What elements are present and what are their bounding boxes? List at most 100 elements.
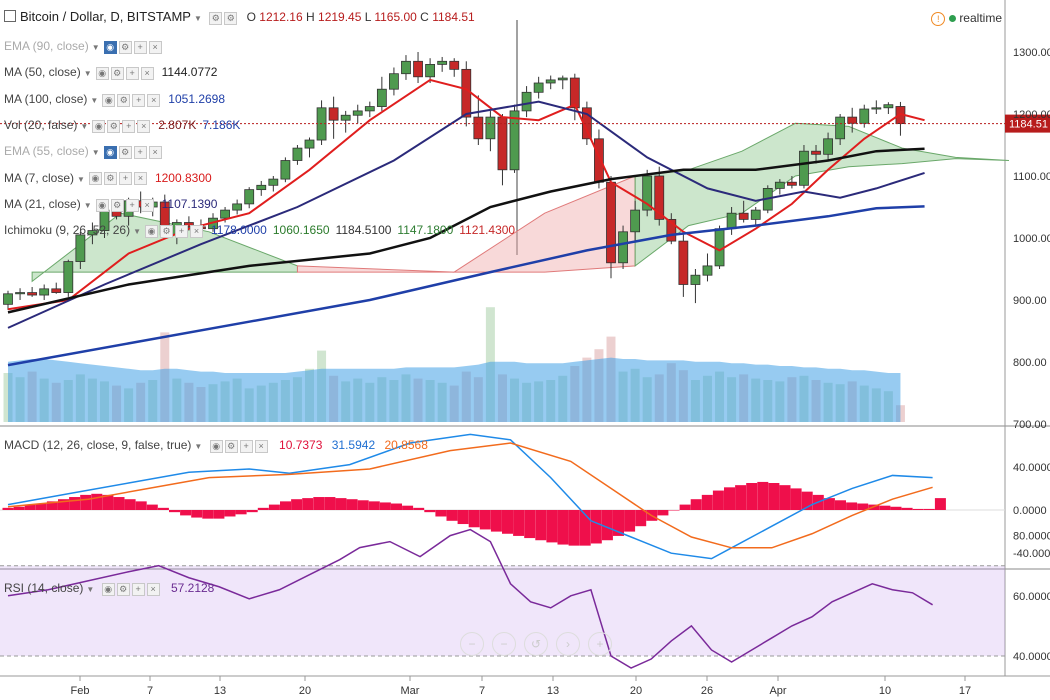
chevron-down-icon[interactable]: ▼ bbox=[193, 14, 202, 23]
close-icon[interactable]: × bbox=[140, 67, 154, 81]
indicator-row[interactable]: MA (100, close) ▼ ◉ ⚙ + × 1051.2698 bbox=[4, 92, 225, 108]
indicator-row[interactable]: Ichimoku (9, 26, 52, 26) ▼ ◉ ⚙ + × 1178.0000 10… bbox=[4, 223, 515, 239]
collapse-icon[interactable] bbox=[4, 10, 16, 22]
candle-body bbox=[485, 116, 496, 140]
chevron-down-icon[interactable]: ▼ bbox=[80, 121, 89, 131]
settings-icon[interactable]: ⚙ bbox=[160, 225, 173, 239]
close-icon[interactable]: × bbox=[137, 119, 151, 133]
warning-icon[interactable]: ! bbox=[931, 12, 946, 26]
chevron-down-icon[interactable]: ▼ bbox=[83, 69, 92, 79]
eye-icon[interactable]: ◉ bbox=[103, 146, 117, 160]
settings-icon[interactable]: ⚙ bbox=[110, 198, 124, 212]
rsi-tick-label: 80.0000 bbox=[1013, 531, 1050, 543]
indicator-row[interactable]: MA (7, close) ▼ ◉ ⚙ + × 1200.8300 bbox=[4, 171, 212, 187]
candle-body bbox=[654, 175, 665, 220]
add-icon[interactable]: + bbox=[131, 582, 145, 596]
add-icon[interactable]: + bbox=[118, 172, 132, 186]
close-icon[interactable]: × bbox=[140, 198, 154, 212]
settings-icon[interactable]: ⚙ bbox=[224, 439, 238, 453]
macd-histogram-bar bbox=[235, 510, 247, 515]
macd-histogram-bar bbox=[579, 510, 591, 546]
ma-line bbox=[7, 100, 925, 329]
chevron-down-icon[interactable]: ▼ bbox=[194, 442, 203, 451]
settings-icon[interactable]: ⚙ bbox=[118, 146, 132, 160]
add-icon[interactable]: + bbox=[239, 439, 253, 453]
chevron-down-icon[interactable]: ▼ bbox=[83, 200, 92, 210]
high-value: 1219.45 bbox=[318, 10, 362, 24]
add-icon[interactable]: + bbox=[125, 198, 139, 212]
volume-ma-area bbox=[8, 357, 901, 422]
chevron-down-icon[interactable]: ▼ bbox=[91, 43, 100, 52]
eye-icon[interactable]: ◉ bbox=[145, 225, 158, 239]
gear-icon[interactable]: ⚙ bbox=[224, 11, 238, 25]
candle-body bbox=[738, 212, 749, 220]
indicator-row[interactable]: MA (21, close) ▼ ◉ ⚙ + × 1107.1390 bbox=[4, 197, 217, 213]
chart-navigation: − − ↺ › + bbox=[460, 632, 620, 656]
macd-histogram-bar bbox=[69, 497, 81, 510]
indicator-row[interactable]: EMA (90, close) ▼ ◉ ⚙ + × bbox=[4, 39, 164, 55]
chevron-down-icon[interactable]: ▼ bbox=[77, 174, 85, 184]
close-icon[interactable]: × bbox=[148, 40, 162, 54]
macd-histogram-bar bbox=[934, 498, 946, 510]
add-icon[interactable]: + bbox=[122, 119, 136, 133]
settings-icon[interactable]: ⚙ bbox=[110, 67, 124, 81]
eye-icon[interactable]: ◉ bbox=[101, 582, 115, 596]
eye-icon[interactable]: ◉ bbox=[95, 198, 109, 212]
eye-icon[interactable]: ◉ bbox=[95, 67, 109, 81]
settings-icon[interactable]: ⚙ bbox=[117, 93, 131, 107]
close-icon[interactable]: × bbox=[147, 93, 161, 107]
price-tick-label: 1300.00 bbox=[1013, 47, 1050, 59]
settings-icon[interactable]: ⚙ bbox=[107, 119, 121, 133]
indicator-buttons: ◉ ⚙ + × bbox=[102, 92, 162, 107]
candle-body bbox=[594, 138, 604, 183]
zoom-out-icon[interactable]: − bbox=[460, 632, 484, 656]
candle-body bbox=[268, 178, 279, 186]
eye-icon[interactable]: ◉ bbox=[102, 93, 116, 107]
settings-icon[interactable]: ⚙ bbox=[116, 582, 130, 596]
macd-line-value: 31.5942 bbox=[331, 438, 376, 452]
reset-icon[interactable]: ↺ bbox=[524, 632, 548, 656]
close-icon[interactable]: × bbox=[254, 439, 268, 453]
close-icon[interactable]: × bbox=[148, 146, 162, 160]
status-dot-icon bbox=[949, 15, 957, 23]
candle-body bbox=[280, 160, 291, 180]
eye-icon[interactable]: ◉ bbox=[92, 119, 106, 133]
add-icon[interactable]: + bbox=[133, 40, 147, 54]
minus-icon[interactable]: − bbox=[492, 632, 516, 656]
indicator-row[interactable]: Vol (20, false) ▼ ◉ ⚙ + × 2.807K 7.186K bbox=[4, 118, 240, 134]
close-icon[interactable]: × bbox=[133, 172, 147, 186]
close-icon[interactable]: × bbox=[146, 582, 160, 596]
add-icon[interactable]: + bbox=[125, 67, 139, 81]
candle-body bbox=[799, 150, 809, 186]
zoom-in-icon[interactable]: + bbox=[588, 632, 612, 656]
candle-body bbox=[75, 234, 86, 262]
macd-histogram-bar bbox=[590, 510, 602, 544]
close-icon[interactable]: × bbox=[190, 225, 203, 239]
macd-histogram-bar bbox=[124, 499, 136, 510]
indicator-buttons: ◉ ⚙ + × bbox=[92, 119, 152, 133]
macd-histogram-bar bbox=[668, 510, 680, 511]
add-icon[interactable]: + bbox=[132, 93, 146, 107]
settings-icon[interactable]: ⚙ bbox=[118, 40, 132, 54]
candle-body bbox=[533, 82, 544, 93]
indicator-buttons: ◉ ⚙ + × bbox=[88, 171, 149, 186]
chevron-down-icon[interactable]: ▼ bbox=[86, 585, 95, 594]
eye-icon[interactable]: ◉ bbox=[103, 40, 117, 54]
indicator-name: EMA (90, close) bbox=[4, 39, 89, 53]
rsi-line bbox=[7, 528, 933, 669]
scroll-right-icon[interactable]: › bbox=[556, 632, 580, 656]
add-icon[interactable]: + bbox=[133, 146, 147, 160]
chevron-down-icon[interactable]: ▼ bbox=[91, 148, 100, 158]
chevron-down-icon[interactable]: ▼ bbox=[90, 95, 99, 105]
add-icon[interactable]: + bbox=[175, 225, 188, 239]
indicator-row[interactable]: MA (50, close) ▼ ◉ ⚙ + × 1144.0772 bbox=[4, 65, 217, 81]
settings-icon[interactable]: ⚙ bbox=[103, 172, 117, 186]
candle-body bbox=[220, 209, 230, 219]
eye-icon[interactable]: ◉ bbox=[88, 172, 102, 186]
indicator-row[interactable]: EMA (55, close) ▼ ◉ ⚙ + × bbox=[4, 144, 164, 160]
eye-icon[interactable]: ◉ bbox=[209, 439, 223, 453]
macd-histogram-bar bbox=[102, 494, 114, 510]
settings-icon[interactable]: ⚙ bbox=[209, 11, 223, 25]
chevron-down-icon[interactable]: ▼ bbox=[133, 227, 141, 237]
